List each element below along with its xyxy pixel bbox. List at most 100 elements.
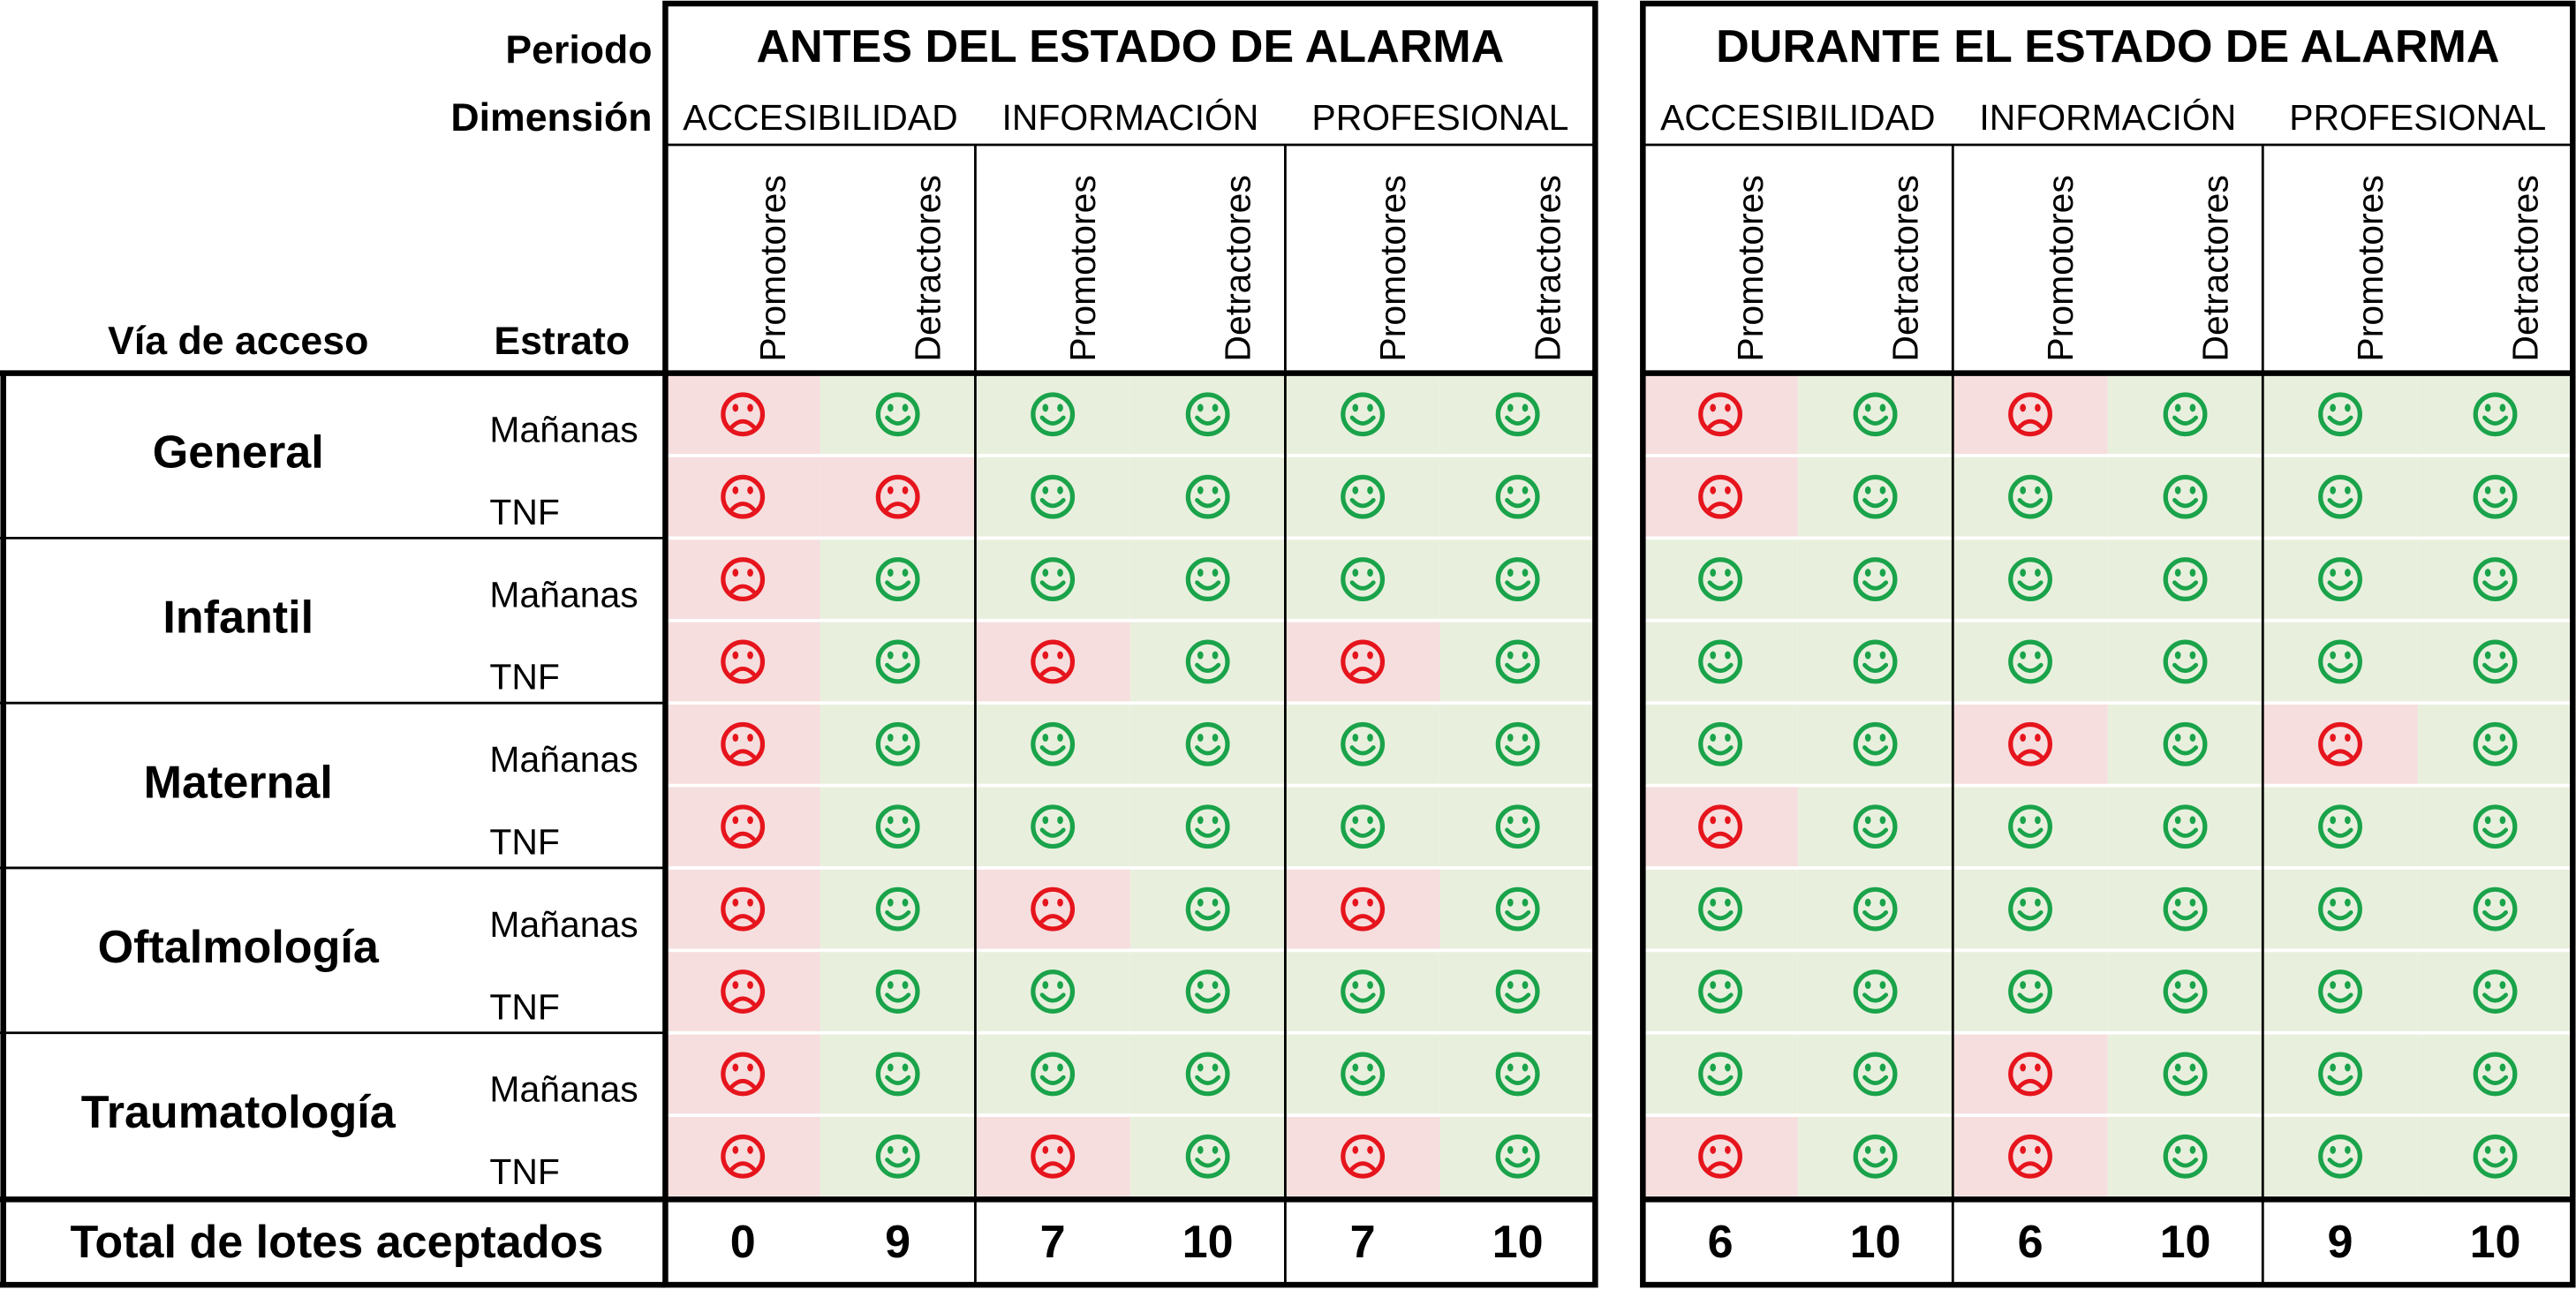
- mouth: [885, 580, 911, 591]
- cell-bg: [665, 622, 820, 702]
- eye: [1367, 733, 1373, 742]
- access-route: Oftalmología: [98, 922, 380, 973]
- mouth: [1039, 1075, 1066, 1086]
- eye: [747, 898, 753, 907]
- smiley-icon: [2473, 639, 2518, 684]
- face: [1698, 474, 1743, 519]
- face: [721, 721, 766, 766]
- cell-bg: [1643, 1034, 1798, 1114]
- face: [2008, 392, 2052, 437]
- smiley-icon: [1495, 721, 1540, 766]
- eye: [1042, 651, 1049, 660]
- eye: [1352, 651, 1359, 660]
- column-header: Promotores: [1730, 175, 1771, 361]
- cell-bg: [1129, 374, 1286, 455]
- mouth: [1039, 415, 1066, 426]
- eye: [1057, 898, 1063, 907]
- cell-bg: [1129, 952, 1286, 1031]
- face: [1341, 969, 1386, 1014]
- cell-bg: [1953, 456, 2108, 537]
- face: [875, 557, 920, 602]
- eye: [732, 486, 739, 494]
- mouth: [2482, 1075, 2509, 1086]
- eye: [2020, 1145, 2027, 1154]
- eye: [2484, 733, 2491, 742]
- period-title: DURANTE EL ESTADO DE ALARMA: [1716, 21, 2499, 72]
- face: [2008, 721, 2052, 766]
- eye: [1879, 981, 1886, 990]
- cell-bg: [1129, 869, 1286, 949]
- mouth: [729, 1161, 756, 1172]
- mouth: [1862, 580, 1889, 591]
- smiley-icon: [1341, 392, 1386, 437]
- column-header: Promotores: [2040, 175, 2081, 361]
- eye: [1042, 1145, 1049, 1154]
- face: [2008, 474, 2052, 519]
- cell-bg: [1129, 539, 1286, 619]
- smiley-icon: [2008, 969, 2052, 1014]
- face: [1031, 969, 1076, 1014]
- mouth: [2017, 580, 2043, 591]
- smiley-icon: [2473, 721, 2518, 766]
- mouth: [1707, 419, 1734, 429]
- eye: [1352, 981, 1359, 990]
- frown-icon: [721, 474, 766, 519]
- smiley-icon: [1031, 474, 1076, 519]
- eye: [1042, 486, 1049, 494]
- eye: [1522, 404, 1529, 412]
- stratum: Mañanas: [489, 904, 638, 945]
- smiley-icon: [1698, 639, 1743, 684]
- cell-bg: [665, 374, 820, 455]
- mouth: [2327, 1075, 2353, 1086]
- eye: [2499, 816, 2506, 825]
- smiley-icon: [2473, 969, 2518, 1014]
- column-header: Detractores: [2505, 175, 2546, 361]
- eye: [747, 651, 753, 660]
- mouth: [1349, 666, 1376, 676]
- cell-bg: [1797, 622, 1953, 702]
- column-header: Promotores: [1372, 175, 1413, 361]
- frown-icon: [1031, 639, 1076, 684]
- eye: [1507, 1145, 1514, 1154]
- smiley-icon: [1698, 886, 1743, 932]
- dimension: PROFESIONAL: [2289, 97, 2546, 138]
- mouth: [1349, 1161, 1376, 1172]
- total-value: 9: [885, 1217, 910, 1268]
- eye: [2499, 1145, 2506, 1154]
- face: [1185, 1134, 1230, 1179]
- eye: [2174, 816, 2181, 825]
- eye: [2035, 404, 2041, 412]
- face: [1853, 474, 1898, 519]
- period-border: [662, 0, 1598, 1288]
- face: [2163, 804, 2208, 849]
- eye: [1710, 1145, 1717, 1154]
- mouth: [1349, 1075, 1376, 1086]
- cell-bg: [975, 456, 1130, 537]
- eye: [2484, 1063, 2491, 1072]
- eye: [2484, 981, 2491, 990]
- frown-icon: [1698, 474, 1743, 519]
- cell-bg: [2262, 374, 2418, 455]
- eye: [1197, 981, 1204, 990]
- cell-bg: [1129, 456, 1286, 537]
- smiley-icon: [1185, 721, 1230, 766]
- face: [875, 1052, 920, 1097]
- frown-icon: [721, 804, 766, 849]
- cell-bg: [665, 456, 820, 537]
- eye: [1507, 404, 1514, 412]
- cell-bg: [1439, 952, 1596, 1031]
- face: [1185, 474, 1230, 519]
- face: [875, 474, 920, 519]
- cell-bg: [975, 869, 1130, 949]
- eye: [2020, 733, 2027, 742]
- mouth: [2172, 1075, 2199, 1086]
- eye: [887, 569, 894, 577]
- eye: [747, 981, 753, 990]
- eye: [2174, 898, 2181, 907]
- cell-bg: [820, 539, 976, 619]
- mouth: [1039, 666, 1066, 676]
- smiley-icon: [1341, 474, 1386, 519]
- face: [1698, 392, 1743, 437]
- mouth: [729, 914, 756, 924]
